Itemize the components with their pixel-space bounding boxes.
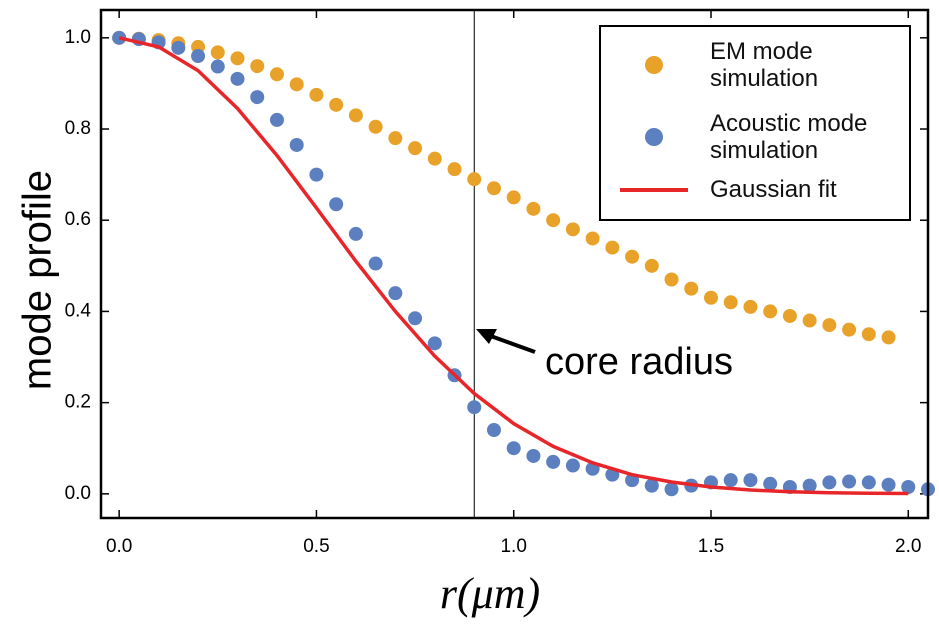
data-point [605,240,620,255]
data-point [901,479,916,494]
data-point [408,141,423,156]
data-point [250,90,265,105]
data-point [664,482,679,497]
data-point [782,308,797,323]
data-point [644,258,659,273]
x-tick-label: 0.0 [106,536,132,557]
x-tick-label: 1.5 [698,536,724,557]
legend-marker [645,128,663,146]
plot-frame [99,8,930,520]
data-point [585,231,600,246]
data-point [881,477,896,492]
fit-line [118,36,909,496]
data-point [467,172,482,187]
x-tick-label: 1.0 [500,536,526,557]
data-point [565,222,580,237]
x-tick-label: 0.5 [303,536,329,557]
data-point [427,336,442,351]
y-tick-label: 0.2 [65,392,91,413]
y-tick-label: 1.0 [65,27,91,48]
data-point [210,59,225,74]
data-point [368,119,383,134]
annotation-text: core radius [545,341,733,383]
data-point [822,318,837,333]
data-point [348,108,363,123]
data-point [408,311,423,326]
data-point [309,87,324,102]
data-point [171,40,186,55]
data-point [842,474,857,489]
y-tick-label: 0.6 [65,209,91,230]
data-point [861,327,876,342]
data-point [546,213,561,228]
legend-label: Acoustic mode simulation [710,110,868,164]
y-tick-label: 0.8 [65,118,91,139]
data-point [526,201,541,216]
data-point [210,45,225,60]
data-point [842,322,857,337]
data-point [822,475,837,490]
data-point [506,190,521,205]
legend-marker [645,56,663,74]
data-point [329,97,344,112]
data-point [526,448,541,463]
data-point [881,330,896,345]
y-tick-label: 0.4 [65,300,92,321]
data-point [684,281,699,296]
data-point [763,476,778,491]
data-point [427,151,442,166]
data-point [230,51,245,66]
data-point [723,295,738,310]
data-point [802,478,817,493]
data-point [723,473,738,488]
data-point [388,131,403,146]
data-point [664,272,679,287]
data-point [546,454,561,469]
data-point [763,304,778,319]
data-point [269,67,284,82]
data-point [565,458,580,473]
data-point [861,475,876,490]
data-point [289,77,304,92]
data-point [309,167,324,182]
data-point [506,441,521,456]
data-point [743,473,758,488]
data-point [348,226,363,241]
x-tick-label: 2.0 [895,536,921,557]
data-point [191,49,206,64]
data-point [250,59,265,74]
annotation-arrow [487,333,536,354]
legend-label: EM mode simulation [710,38,819,92]
data-point [644,478,659,493]
data-point [329,197,344,212]
data-point [625,249,640,264]
data-point [368,256,383,271]
data-point [703,290,718,305]
data-point [802,313,817,328]
data-point [486,422,501,437]
data-point [447,162,462,177]
y-tick-label: 0.0 [65,483,91,504]
legend-label: Gaussian fit [710,176,837,203]
data-point [467,400,482,415]
data-point [486,181,501,196]
data-point [743,299,758,314]
data-point [388,286,403,301]
y-axis-label: mode profile [16,170,60,390]
data-point [230,71,245,86]
data-point [289,137,304,152]
annotation-arrowhead [476,329,497,344]
x-axis-label: r(μm) [440,569,540,618]
data-point [269,112,284,127]
